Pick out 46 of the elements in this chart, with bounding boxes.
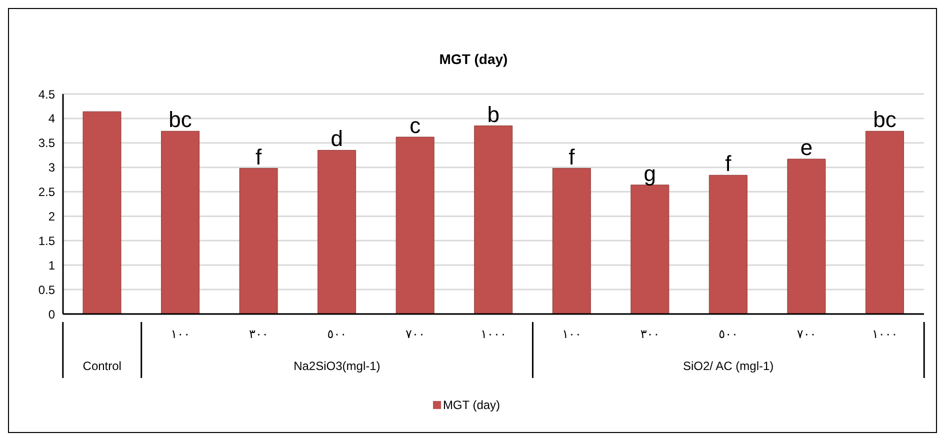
data-label: f [725, 151, 732, 176]
bar [630, 184, 670, 314]
data-label: e [800, 135, 813, 160]
y-tick-label: 4 [48, 112, 56, 126]
x-tick-label: ٥٠٠ [718, 327, 738, 341]
y-tick-label: 1 [48, 258, 56, 272]
bar [161, 130, 200, 314]
bar [865, 130, 904, 314]
bar [396, 136, 434, 314]
bar [82, 111, 122, 314]
y-tick-label: 3 [48, 160, 56, 175]
data-label: bc [168, 107, 192, 132]
x-tick-label: ١٠٠ [170, 327, 190, 341]
x-tick-label: ١٠٠ [562, 327, 582, 341]
x-tick-label: ١٠٠٠ [480, 327, 506, 341]
y-tick-label: 0 [48, 307, 56, 322]
data-label: f [255, 144, 262, 170]
x-tick-label: ٣٠٠ [640, 327, 660, 341]
y-tick-label: 2 [48, 209, 56, 224]
y-tick-label: 0.5 [38, 282, 56, 297]
bar [708, 174, 748, 314]
bar [474, 126, 513, 314]
x-tick-label: ٧٠٠ [406, 327, 425, 341]
data-label: b [487, 102, 500, 127]
text: SiO2/ AC (mgl-1) [682, 359, 774, 373]
x-tick-label: ٥٠٠ [327, 327, 347, 341]
bar [239, 168, 278, 314]
y-tick-label: 1.5 [38, 234, 56, 248]
data-label: g [644, 160, 656, 186]
data-label: d [330, 126, 343, 152]
text: Na2SiO3(mgl-1) [294, 359, 380, 373]
x-tick-label: ٧٠٠ [796, 327, 816, 341]
text: Control [82, 359, 122, 373]
data-label: c [410, 113, 421, 138]
bar [552, 168, 591, 314]
y-tick-label: 3.5 [38, 136, 56, 150]
y-tick-label: 4.5 [38, 87, 56, 102]
bar [318, 150, 356, 314]
data-label: f [568, 144, 576, 170]
y-tick-label: 2.5 [38, 185, 56, 200]
x-tick-label: ١٠٠٠ [872, 327, 898, 341]
data-label: bc [873, 107, 896, 132]
chart-title: MGT (day) [438, 51, 509, 67]
x-tick-label: ٣٠٠ [249, 327, 268, 341]
legend-label: MGT (day) [442, 398, 500, 412]
bar [787, 158, 826, 314]
